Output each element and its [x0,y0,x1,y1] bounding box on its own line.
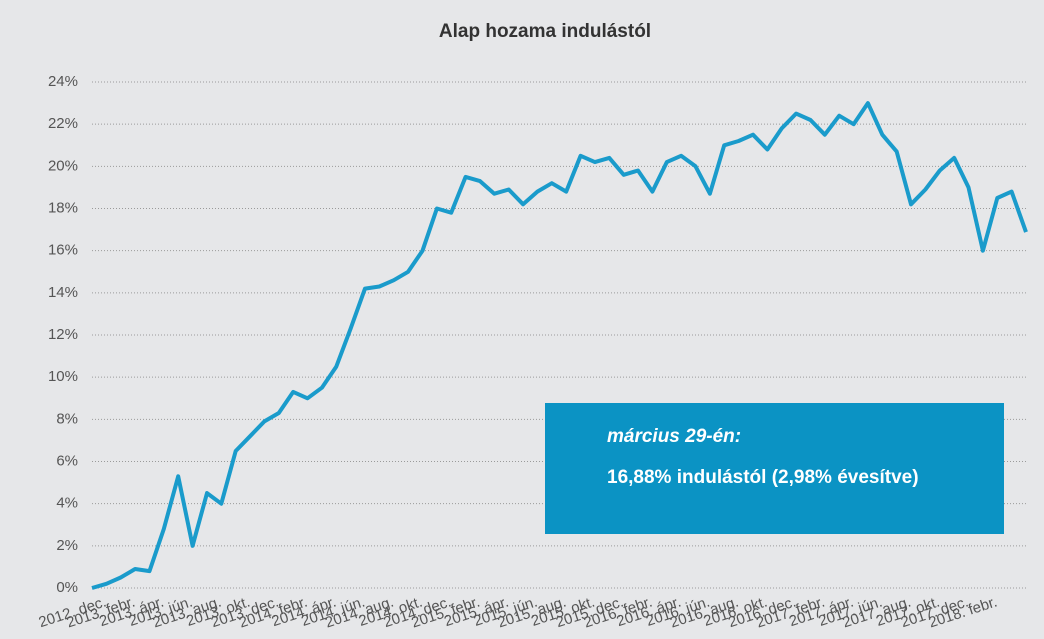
y-tick-label: 8% [56,410,78,427]
y-tick-label: 12% [48,326,78,343]
y-tick-label: 2% [56,537,78,554]
chart-title: Alap hozama indulástól [439,21,651,42]
annotation-box [545,403,1004,534]
y-tick-label: 0% [56,579,78,596]
y-tick-label: 22% [48,115,78,132]
y-tick-label: 10% [48,368,78,385]
y-tick-label: 6% [56,452,78,469]
y-tick-label: 24% [48,73,78,90]
y-tick-label: 14% [48,284,78,301]
series-line [91,101,1028,590]
y-tick-label: 20% [48,157,78,174]
y-tick-label: 16% [48,242,78,259]
annotation-value: 16,88% indulástól (2,98% évesítve) [607,467,919,488]
y-tick-label: 18% [48,199,78,216]
annotation-date: március 29-én: [607,426,741,447]
y-tick-label: 4% [56,495,78,512]
